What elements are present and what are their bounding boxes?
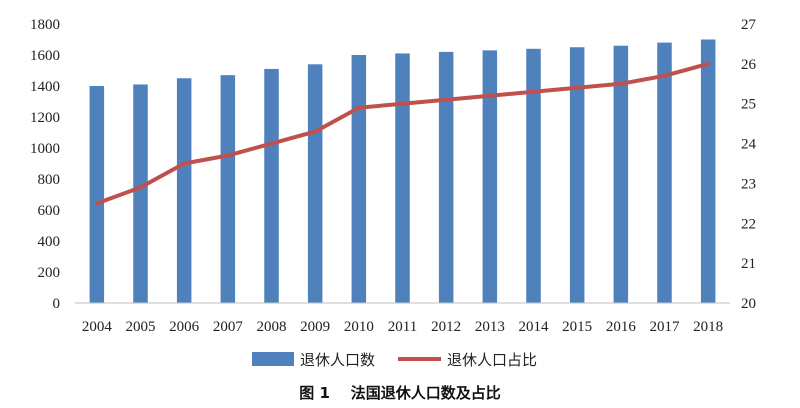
line-point-2005 — [138, 185, 143, 190]
legend-swatch-bar — [252, 352, 294, 366]
line-point-2014 — [531, 89, 536, 94]
y-left-tick-label: 400 — [38, 234, 61, 250]
left-axis: 0 200 400 600 800 1000 1200 1400 1600 1800 — [30, 17, 60, 312]
y-left-tick-label: 1400 — [30, 79, 60, 95]
line-point-2018 — [706, 61, 711, 66]
y-right-tick-label: 26 — [741, 57, 757, 73]
right-axis: 20 21 22 23 24 25 26 27 — [741, 17, 757, 312]
line-point-2004 — [94, 201, 99, 206]
y-left-tick-label: 1600 — [30, 48, 60, 64]
y-left-tick-label: 200 — [38, 265, 61, 281]
x-tick-label: 2011 — [388, 319, 417, 335]
x-tick-label: 2005 — [126, 319, 156, 335]
x-tick-label: 2007 — [213, 319, 244, 335]
y-right-tick-label: 23 — [741, 176, 756, 192]
line-point-2006 — [182, 161, 187, 166]
bar-2018 — [700, 39, 716, 303]
line-point-2008 — [269, 141, 274, 146]
y-right-tick-label: 20 — [741, 296, 756, 312]
line-point-2010 — [356, 105, 361, 110]
y-left-tick-label: 1200 — [30, 110, 60, 126]
bar-2016 — [613, 45, 629, 303]
line-point-2012 — [444, 97, 449, 102]
bar-2005 — [133, 84, 148, 303]
x-tick-label: 2016 — [606, 319, 637, 335]
bar-2015 — [569, 47, 585, 303]
y-right-tick-label: 25 — [741, 97, 756, 113]
x-axis: 2004 2005 2006 2007 2008 2009 2010 2011 2012 2013… — [82, 319, 723, 335]
y-right-tick-label: 27 — [741, 17, 757, 33]
line-point-2007 — [225, 153, 230, 158]
y-right-tick-label: 21 — [741, 256, 756, 272]
x-tick-label: 2017 — [650, 319, 681, 335]
line-point-2009 — [313, 129, 318, 134]
line-series — [94, 61, 711, 206]
x-tick-label: 2008 — [257, 319, 287, 335]
x-tick-label: 2009 — [300, 319, 330, 335]
bar-2012 — [438, 51, 454, 304]
y-right-tick-label: 24 — [741, 137, 757, 153]
y-left-tick-label: 800 — [38, 172, 61, 188]
x-tick-label: 2013 — [475, 319, 505, 335]
y-left-tick-label: 1000 — [30, 141, 60, 157]
line-point-2011 — [400, 101, 405, 106]
x-tick-label: 2006 — [169, 319, 200, 335]
bar-2006 — [176, 78, 192, 303]
x-tick-label: 2012 — [431, 319, 461, 335]
bar-2014 — [526, 48, 541, 303]
line-point-2013 — [487, 93, 492, 98]
bar-series — [89, 39, 716, 304]
y-left-tick-label: 0 — [53, 296, 61, 312]
y-left-tick-label: 600 — [38, 203, 61, 219]
line-point-2017 — [662, 73, 667, 78]
bar-2017 — [657, 42, 672, 303]
y-right-tick-label: 22 — [741, 216, 756, 232]
bar-2004 — [89, 86, 105, 303]
bar-2009 — [307, 64, 323, 303]
x-tick-label: 2014 — [519, 319, 550, 335]
bar-2011 — [395, 53, 410, 304]
legend: 退休人口数 退休人口占比 — [252, 351, 537, 369]
line-point-2015 — [575, 85, 580, 90]
bar-2013 — [482, 50, 498, 303]
y-left-tick-label: 1800 — [30, 17, 60, 33]
x-tick-label: 2004 — [82, 319, 113, 335]
line-point-2016 — [618, 81, 623, 86]
legend-label-bar: 退休人口数 — [300, 351, 375, 369]
figure-caption: 图 1 法国退休人口数及占比 — [299, 384, 501, 402]
x-tick-label: 2015 — [562, 319, 592, 335]
bar-2008 — [264, 68, 279, 303]
x-tick-label: 2010 — [344, 319, 374, 335]
x-tick-label: 2018 — [693, 319, 723, 335]
legend-label-line: 退休人口占比 — [447, 351, 537, 369]
bar-2010 — [351, 55, 367, 303]
bar-2007 — [220, 75, 236, 304]
